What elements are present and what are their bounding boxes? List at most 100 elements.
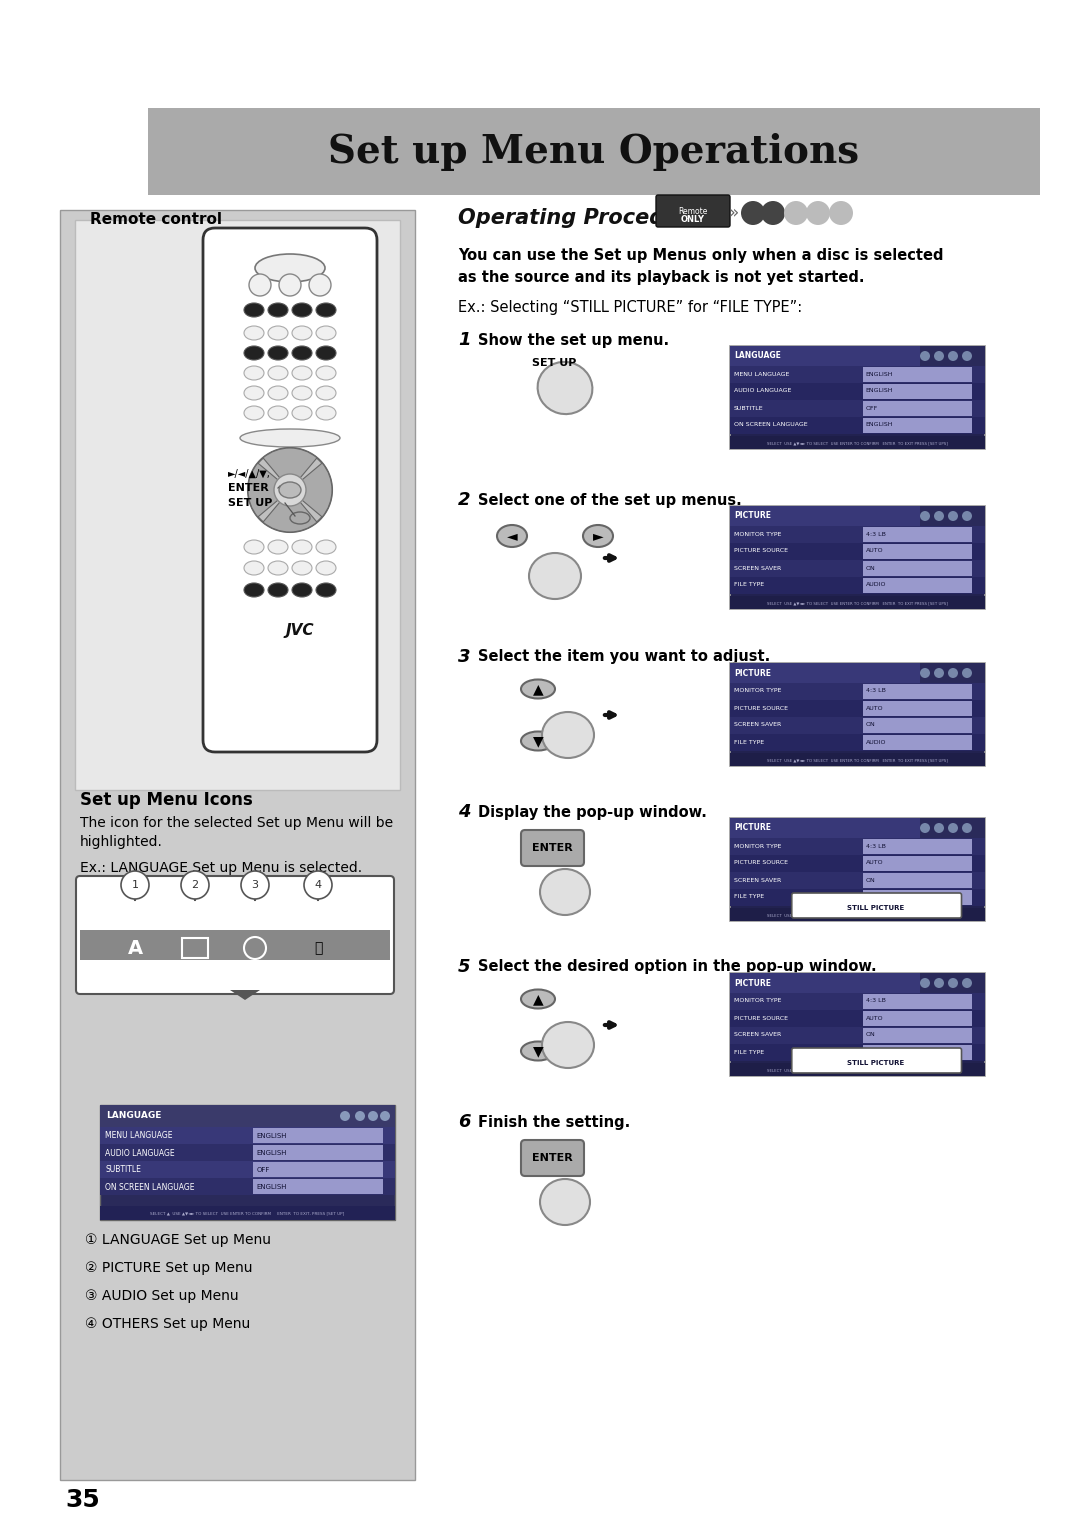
FancyBboxPatch shape: [730, 993, 985, 1010]
FancyBboxPatch shape: [863, 367, 972, 382]
Circle shape: [121, 871, 149, 898]
FancyBboxPatch shape: [920, 506, 985, 526]
Ellipse shape: [292, 584, 312, 597]
Text: Finish the setting.: Finish the setting.: [478, 1114, 631, 1129]
FancyBboxPatch shape: [730, 717, 985, 733]
Ellipse shape: [268, 584, 288, 597]
Circle shape: [934, 978, 944, 989]
Text: AUTO: AUTO: [865, 549, 883, 553]
FancyBboxPatch shape: [730, 506, 985, 610]
Circle shape: [948, 824, 958, 833]
FancyBboxPatch shape: [863, 1045, 972, 1060]
FancyBboxPatch shape: [863, 839, 972, 854]
Circle shape: [248, 448, 332, 532]
Text: ON: ON: [865, 877, 876, 883]
Ellipse shape: [316, 561, 336, 575]
Text: STILL PICTURE: STILL PICTURE: [865, 1050, 910, 1054]
Ellipse shape: [316, 325, 336, 341]
FancyBboxPatch shape: [863, 578, 972, 593]
Text: ▲: ▲: [532, 681, 543, 695]
Text: Remote control: Remote control: [90, 212, 222, 228]
Text: SELECT  USE ▲▼◄► TO SELECT  USE ENTER TO CONFIRM   ENTER  TO EXIT PRESS [SET UPS: SELECT USE ▲▼◄► TO SELECT USE ENTER TO C…: [767, 442, 947, 445]
Text: 4:3 LB: 4:3 LB: [865, 532, 886, 536]
Ellipse shape: [240, 429, 340, 448]
FancyBboxPatch shape: [730, 663, 985, 766]
Text: PICTURE: PICTURE: [734, 669, 771, 677]
FancyBboxPatch shape: [863, 384, 972, 399]
Text: Remote: Remote: [678, 206, 707, 215]
Ellipse shape: [316, 387, 336, 400]
Ellipse shape: [540, 869, 590, 915]
Ellipse shape: [316, 367, 336, 380]
FancyBboxPatch shape: [920, 817, 985, 837]
Text: ENTER: ENTER: [531, 843, 572, 853]
FancyBboxPatch shape: [730, 542, 985, 559]
Text: ▲: ▲: [532, 992, 543, 1005]
FancyBboxPatch shape: [730, 973, 985, 993]
FancyBboxPatch shape: [863, 995, 972, 1008]
Ellipse shape: [268, 345, 288, 361]
Text: FILE TYPE: FILE TYPE: [734, 740, 765, 744]
Ellipse shape: [316, 345, 336, 361]
Text: 4: 4: [458, 804, 471, 821]
Polygon shape: [230, 990, 260, 999]
Ellipse shape: [291, 512, 310, 524]
Text: 6: 6: [458, 1112, 471, 1131]
Circle shape: [249, 274, 271, 296]
Text: ④ OTHERS Set up Menu: ④ OTHERS Set up Menu: [85, 1317, 251, 1331]
FancyBboxPatch shape: [730, 384, 985, 400]
Circle shape: [948, 510, 958, 521]
Text: ENGLISH: ENGLISH: [865, 371, 893, 376]
FancyBboxPatch shape: [100, 1128, 395, 1144]
Wedge shape: [264, 490, 318, 532]
Ellipse shape: [521, 732, 555, 750]
FancyBboxPatch shape: [863, 544, 972, 559]
Ellipse shape: [542, 1022, 594, 1068]
Text: MONITOR TYPE: MONITOR TYPE: [734, 689, 781, 694]
Circle shape: [920, 510, 930, 521]
Text: AUDIO: AUDIO: [865, 894, 886, 900]
FancyBboxPatch shape: [792, 1048, 961, 1073]
Ellipse shape: [292, 367, 312, 380]
Text: as the source and its playback is not yet started.: as the source and its playback is not ye…: [458, 270, 864, 286]
Text: Ex.: LANGUAGE Set up Menu is selected.: Ex.: LANGUAGE Set up Menu is selected.: [80, 860, 362, 876]
FancyBboxPatch shape: [521, 1140, 584, 1177]
Text: 3: 3: [458, 648, 471, 666]
Ellipse shape: [268, 303, 288, 316]
Text: ON: ON: [865, 565, 876, 570]
FancyBboxPatch shape: [730, 817, 985, 837]
Text: Ex.: Selecting “STILL PICTURE” for “FILE TYPE”:: Ex.: Selecting “STILL PICTURE” for “FILE…: [458, 299, 802, 315]
Text: ▼: ▼: [532, 733, 543, 749]
Text: PICTURE SOURCE: PICTURE SOURCE: [734, 1016, 788, 1021]
Text: Set up Menu Icons: Set up Menu Icons: [80, 792, 253, 808]
Circle shape: [181, 871, 210, 898]
FancyBboxPatch shape: [730, 417, 985, 434]
FancyBboxPatch shape: [60, 209, 415, 1481]
Ellipse shape: [244, 584, 264, 597]
Text: AUTO: AUTO: [865, 860, 883, 865]
FancyBboxPatch shape: [730, 578, 985, 594]
FancyBboxPatch shape: [730, 1010, 985, 1027]
Circle shape: [340, 1111, 350, 1122]
Text: PICTURE: PICTURE: [734, 512, 771, 521]
Text: OFF: OFF: [256, 1167, 270, 1174]
Ellipse shape: [268, 367, 288, 380]
Text: FILE TYPE: FILE TYPE: [734, 1050, 765, 1054]
Text: PICTURE: PICTURE: [734, 978, 771, 987]
FancyBboxPatch shape: [254, 1180, 383, 1193]
Text: ENGLISH: ENGLISH: [256, 1132, 287, 1138]
FancyBboxPatch shape: [730, 400, 985, 417]
FancyBboxPatch shape: [730, 435, 985, 449]
Text: PICTURE: PICTURE: [734, 824, 771, 833]
Ellipse shape: [583, 526, 613, 547]
Text: ON: ON: [865, 1033, 876, 1038]
FancyBboxPatch shape: [100, 1144, 395, 1161]
Text: AUTO: AUTO: [865, 1016, 883, 1021]
Circle shape: [741, 202, 765, 225]
Wedge shape: [248, 463, 291, 516]
Ellipse shape: [292, 387, 312, 400]
Ellipse shape: [279, 481, 301, 498]
Text: SET UP: SET UP: [532, 358, 577, 368]
FancyBboxPatch shape: [920, 345, 985, 367]
Circle shape: [355, 1111, 365, 1122]
